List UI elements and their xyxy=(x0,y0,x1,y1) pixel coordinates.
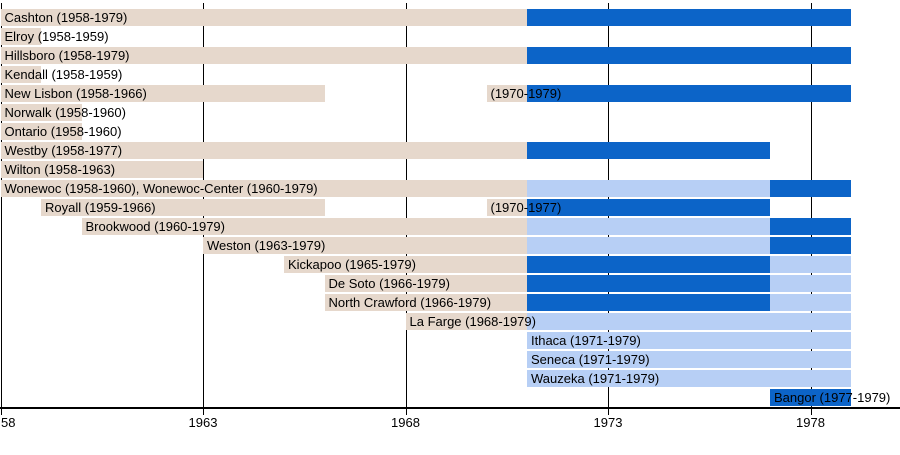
timeline-bar-segment xyxy=(486,199,527,216)
timeline-bar-segment xyxy=(486,85,527,102)
timeline-bar-segment xyxy=(0,161,203,178)
timeline-bar-segment xyxy=(0,66,41,83)
school-label: New Lisbon (1958-1966) xyxy=(4,86,147,101)
timeline-bar-segment xyxy=(81,218,527,235)
timeline-bar-segment xyxy=(0,104,82,121)
axis-tick-1978 xyxy=(811,409,812,415)
school-label: Wilton (1958-1963) xyxy=(4,162,116,177)
timeline-bar-segment xyxy=(527,47,851,64)
timeline-bar-segment xyxy=(527,85,851,102)
timeline-bar-segment xyxy=(770,256,851,273)
timeline-bar-segment xyxy=(527,9,851,26)
school-label: Wonewoc (1958-1960), Wonewoc-Center (196… xyxy=(4,181,318,196)
timeline-bar-segment xyxy=(770,180,851,197)
timeline-bar-segment xyxy=(527,237,770,254)
timeline-bar-segment xyxy=(527,142,770,159)
timeline-bar-segment xyxy=(770,218,851,235)
timeline-bar-segment xyxy=(405,313,527,330)
school-label-second-stint: (1970-1977) xyxy=(490,200,562,215)
timeline-bar-segment xyxy=(0,180,527,197)
timeline-bar-segment xyxy=(0,123,82,140)
x-axis-line xyxy=(0,407,900,409)
timeline-bar-segment xyxy=(770,294,851,311)
school-label: Kendall (1958-1959) xyxy=(4,67,123,82)
timeline-bar-segment xyxy=(0,9,527,26)
axis-tick-label: 1968 xyxy=(391,415,420,430)
school-label: Wauzeka (1971-1979) xyxy=(531,371,660,386)
school-label: Royall (1959-1966) xyxy=(45,200,156,215)
timeline-bar-segment xyxy=(527,294,770,311)
timeline-bar-segment xyxy=(527,218,770,235)
gridline-1968 xyxy=(406,3,407,407)
school-label: Westby (1958-1977) xyxy=(4,143,123,158)
axis-tick-1973 xyxy=(608,409,609,415)
timeline-bar-segment xyxy=(770,237,851,254)
timeline-bar-segment xyxy=(770,275,851,292)
axis-tick-1963 xyxy=(203,409,204,415)
gridline-1958 xyxy=(1,3,2,407)
timeline-bar-segment xyxy=(41,199,325,216)
timeline-bar-segment xyxy=(527,370,851,387)
school-label: Hillsboro (1958-1979) xyxy=(4,48,130,63)
timeline-bar-segment xyxy=(324,294,527,311)
school-label: De Soto (1966-1979) xyxy=(328,276,450,291)
school-label: Norwalk (1958-1960) xyxy=(4,105,126,120)
gridline-1978 xyxy=(811,3,812,407)
timeline-bar-segment xyxy=(203,237,527,254)
school-label: Bangor (1977-1979) xyxy=(774,390,891,405)
timeline-bar-segment xyxy=(0,47,527,64)
school-label: Weston (1963-1979) xyxy=(207,238,326,253)
timeline-bar-segment xyxy=(527,256,770,273)
timeline-bar-segment xyxy=(324,275,527,292)
timeline-bar-segment xyxy=(284,256,527,273)
school-label: Ontario (1958-1960) xyxy=(4,124,122,139)
timeline-bar-segment xyxy=(527,332,851,349)
axis-tick-1958 xyxy=(1,409,2,415)
school-label: Brookwood (1960-1979) xyxy=(85,219,225,234)
timeline-bar-segment xyxy=(0,85,325,102)
school-label: Cashton (1958-1979) xyxy=(4,10,128,25)
school-label: North Crawford (1966-1979) xyxy=(328,295,492,310)
school-label: La Farge (1968-1979) xyxy=(409,314,536,329)
axis-tick-1968 xyxy=(406,409,407,415)
timeline-bar-segment xyxy=(527,313,851,330)
timeline-bar-segment xyxy=(527,199,770,216)
school-label: Ithaca (1971-1979) xyxy=(531,333,641,348)
axis-tick-label: 1973 xyxy=(593,415,623,430)
timeline-bar-segment xyxy=(527,180,770,197)
timeline-bar-segment xyxy=(527,275,770,292)
school-label: Seneca (1971-1979) xyxy=(531,352,650,367)
school-label: Kickapoo (1965-1979) xyxy=(288,257,416,272)
timeline-bar-segment xyxy=(527,351,851,368)
axis-tick-label: 1978 xyxy=(796,415,825,430)
timeline-bar-segment xyxy=(0,142,527,159)
axis-tick-label: 58 xyxy=(1,415,16,430)
school-label-second-stint: (1970-1979) xyxy=(490,86,562,101)
school-label: Elroy (1958-1959) xyxy=(4,29,109,44)
timeline-bar-segment xyxy=(770,389,851,406)
axis-tick-label: 1963 xyxy=(188,415,218,430)
timeline-bar-segment xyxy=(0,28,41,45)
